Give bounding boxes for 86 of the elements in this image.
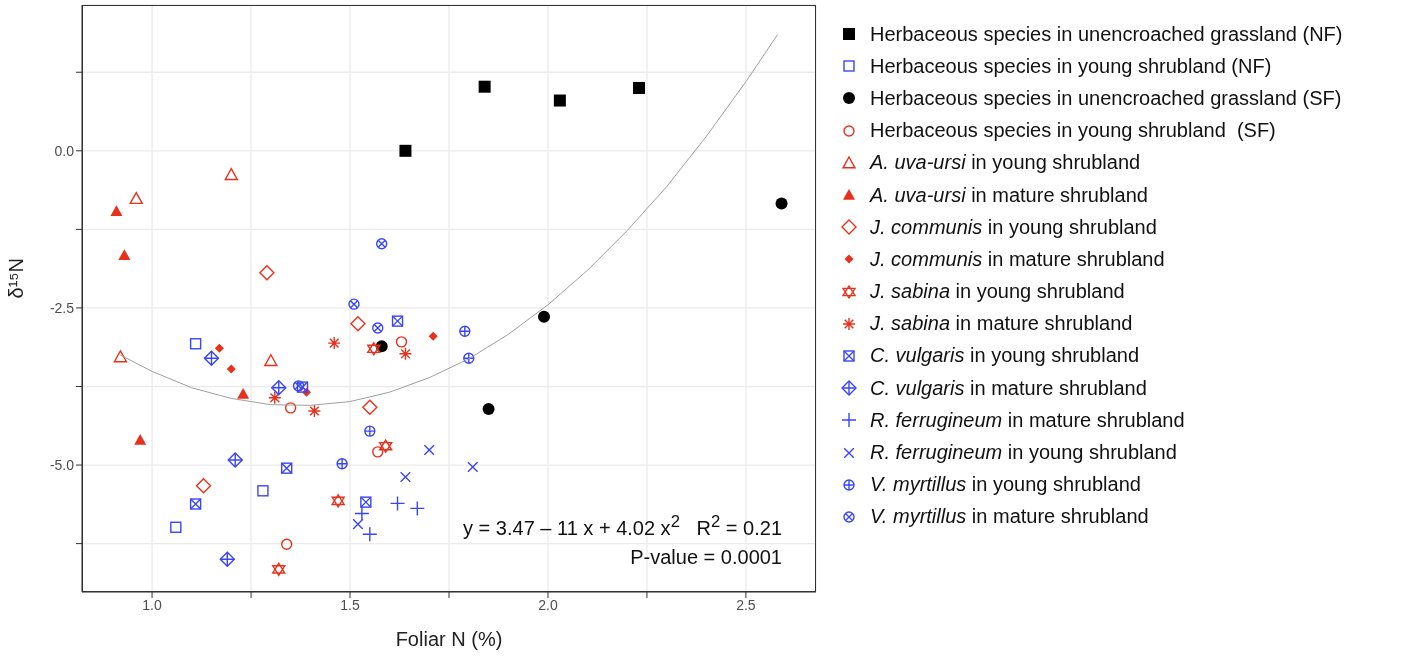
legend-label: R. ferrugineum in mature shrubland (870, 408, 1185, 432)
point (775, 197, 788, 210)
point (367, 342, 381, 356)
point (118, 249, 131, 260)
point (327, 336, 341, 350)
legend-label: Herbaceous species in unencroached grassland (SF) (870, 86, 1342, 110)
point (336, 458, 348, 470)
point (399, 471, 411, 483)
legend-label: Herbaceous species in young shrubland (NF) (870, 54, 1272, 78)
point (170, 521, 182, 533)
legend-label: V. myrtillus in mature shrubland (870, 505, 1149, 529)
point (129, 191, 143, 205)
point (409, 500, 426, 517)
point (391, 315, 404, 327)
point (203, 350, 220, 366)
point (134, 433, 147, 445)
legend-label: V. myrtillus in young shrubland (870, 473, 1141, 497)
point (360, 496, 372, 508)
point (378, 439, 393, 453)
point (428, 331, 438, 341)
point (459, 325, 471, 337)
legend-label: C. vulgaris in young shrubland (870, 344, 1140, 368)
point (399, 144, 412, 157)
point (296, 381, 309, 393)
point (633, 81, 646, 94)
point (362, 526, 378, 542)
x-tick-label: 2.5 (736, 596, 756, 613)
legend-label: J. sabina in mature shrubland (870, 312, 1133, 336)
legend-label: A. uva-ursi in mature shrubland (870, 183, 1148, 207)
point (292, 380, 305, 392)
legend-label: Herbaceous species in young shrubland (SF) (870, 119, 1276, 143)
point (259, 265, 275, 281)
point (467, 461, 479, 473)
point (219, 551, 235, 568)
legend-label: Herbaceous species in unencroached grassland (NF) (870, 22, 1343, 46)
point (110, 205, 123, 216)
point (237, 388, 250, 399)
point (553, 94, 566, 107)
legend-label: R. ferrugineum in young shrubland (870, 441, 1177, 465)
point (189, 338, 202, 350)
point (376, 238, 388, 250)
x-tick-label: 2.0 (538, 596, 558, 613)
annotation: y = 3.47 – 11 x + 4.02 x$^{2}$ R$^{2}$ = 0.21 (463, 512, 782, 540)
point (350, 315, 366, 332)
point (214, 343, 224, 353)
point (280, 462, 293, 474)
legend-label: C. vulgaris in mature shrubland (870, 376, 1147, 400)
point (372, 446, 384, 458)
point (398, 347, 413, 361)
x-axis-title: Foliar N (%) (395, 628, 503, 650)
point (264, 354, 278, 367)
point (423, 444, 435, 456)
point (395, 336, 408, 348)
legend-label: J. sabina in young shrubland (870, 280, 1125, 304)
point (307, 404, 322, 418)
point (362, 399, 378, 415)
legend-label: A. uva-ursi in young shrubland (870, 151, 1141, 175)
x-tick-label: 1.5 (340, 596, 360, 613)
legend-label: J. communis in mature shrubland (870, 247, 1165, 271)
point (482, 403, 495, 416)
point (538, 310, 551, 323)
point (189, 498, 202, 510)
point (389, 495, 406, 512)
legend-label: J. communis in young shrubland (870, 215, 1157, 239)
y-tick-label: -2.5 (49, 299, 75, 316)
point (284, 402, 297, 414)
y-tick-label: 0.0 (54, 142, 75, 159)
point (224, 167, 238, 181)
point (348, 298, 360, 310)
y-tick-label: -5.0 (49, 457, 75, 474)
point (280, 538, 293, 550)
point (271, 380, 287, 396)
y-axis-title: δ¹⁵N (5, 257, 28, 299)
point (364, 425, 376, 437)
point (268, 391, 282, 405)
point (272, 562, 286, 577)
point (257, 485, 269, 497)
point (113, 350, 128, 363)
point (478, 80, 491, 93)
point (372, 322, 384, 334)
annotation: P-value = 0.0001 (630, 546, 782, 569)
point (226, 364, 236, 374)
point (195, 478, 212, 494)
point (331, 494, 345, 508)
x-tick-label: 1.0 (142, 596, 163, 613)
point (227, 452, 243, 468)
